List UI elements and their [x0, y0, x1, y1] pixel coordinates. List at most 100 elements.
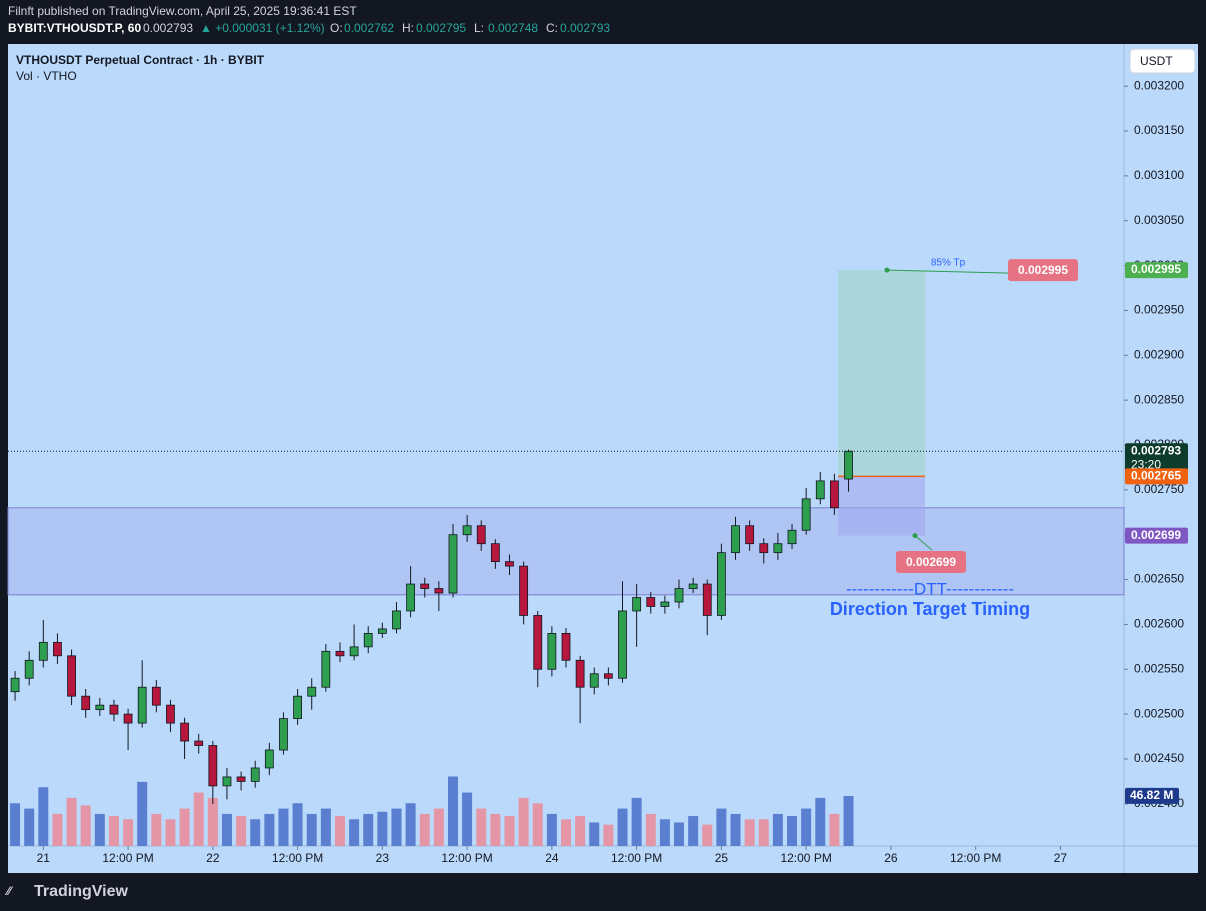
target-note: 85% Tp	[931, 258, 966, 269]
countdown: 23:20	[1131, 457, 1161, 471]
volume-bar	[815, 797, 826, 846]
y-tick-label: 0.002550	[1134, 661, 1184, 675]
ohlc-name: H:	[402, 21, 414, 35]
last-tag: 0.002793	[1131, 443, 1181, 457]
volume-bar	[108, 816, 119, 846]
change: ▲ +0.000031 (+1.12%)	[200, 21, 325, 35]
volume-bar	[462, 792, 473, 846]
entry-tag-box	[1125, 468, 1188, 485]
dtt-title: Direction Target Timing	[830, 599, 1030, 619]
volume-bar	[250, 819, 261, 846]
stop-tag-box	[1125, 527, 1188, 544]
candle-body	[406, 583, 416, 612]
x-tick-label: 12:00 PM	[780, 851, 831, 865]
y-tick-label: 0.003200	[1134, 78, 1184, 92]
candle-body	[363, 632, 373, 648]
last-price: 0.002793	[143, 21, 193, 35]
volume-bar	[80, 805, 91, 846]
candle-body	[801, 498, 811, 531]
target-tag-box	[1125, 262, 1188, 279]
stop-tag: 0.002699	[1131, 528, 1181, 542]
candle-body	[109, 704, 119, 715]
candle-body	[505, 561, 514, 567]
x-tick-label: 24	[545, 851, 559, 865]
position-stop	[838, 476, 925, 536]
target-label-box	[1008, 259, 1078, 282]
volume-bar	[787, 816, 798, 846]
stop-label-box	[896, 551, 966, 573]
volume-bar	[645, 813, 656, 846]
candle-body	[151, 686, 161, 706]
candle-body	[250, 767, 260, 782]
volume-bar	[433, 808, 444, 846]
volume-bar	[688, 816, 699, 846]
volume-bar	[264, 813, 275, 846]
candle-body	[844, 450, 853, 480]
ohlc-value: 0.002748	[488, 21, 538, 35]
last-tag-box	[1125, 443, 1188, 474]
stop-dot	[912, 533, 918, 539]
currency[interactable]: USDT	[1140, 54, 1173, 68]
volume-bar	[236, 816, 247, 846]
volume-bar	[659, 819, 670, 846]
candle-body	[123, 713, 133, 724]
candle-body	[660, 601, 670, 607]
y-tick-label: 0.003100	[1134, 168, 1184, 182]
candle-body	[519, 565, 529, 616]
candle-body	[321, 650, 331, 688]
volume-bar	[391, 808, 402, 846]
publisher: Filnft published on TradingView.com, Apr…	[8, 4, 357, 18]
candle-body	[392, 610, 401, 630]
legend-volume: Vol · VTHO	[16, 69, 77, 83]
candle-body	[279, 718, 288, 751]
target-connector	[886, 269, 1011, 274]
volume-bar	[829, 813, 840, 846]
target-dot	[884, 267, 890, 273]
candle-body	[815, 480, 825, 500]
ohlc-value: 0.002762	[344, 21, 394, 35]
y-tick-label: 0.002650	[1134, 572, 1184, 586]
volume-bar	[476, 808, 487, 846]
y-tick-label: 0.002900	[1134, 347, 1184, 361]
volume-bar	[758, 819, 769, 846]
dtt-line: ------------DTT------------	[846, 579, 1014, 598]
candle-body	[448, 534, 458, 594]
x-tick-label: 27	[1054, 851, 1068, 865]
candle-body	[589, 673, 599, 688]
y-tick-label: 0.002450	[1134, 751, 1184, 765]
volume-bar	[575, 816, 586, 846]
candle-body	[688, 583, 698, 589]
stop-connector	[914, 535, 933, 551]
symbol: BYBIT:VTHOUSDT.P, 60	[8, 21, 141, 35]
volume-bar	[52, 813, 63, 846]
volume-bar	[716, 808, 727, 846]
x-tick-label: 12:00 PM	[441, 851, 492, 865]
candle-body	[67, 655, 76, 697]
target-label: 0.002995	[1018, 263, 1068, 277]
ohlc-name: O:	[330, 21, 343, 35]
volume-bar	[603, 824, 614, 846]
candle-body	[264, 749, 274, 769]
volume-bar	[405, 803, 416, 846]
y-tick-label: 0.002750	[1134, 482, 1184, 496]
x-tick-label: 22	[206, 851, 220, 865]
volume-bar	[772, 813, 783, 846]
volume-bar	[490, 813, 501, 846]
volume-bar	[151, 813, 162, 846]
x-tick-label: 12:00 PM	[102, 851, 153, 865]
volume-bar	[518, 797, 529, 846]
candle-body	[575, 659, 585, 688]
currency-box[interactable]	[1129, 48, 1196, 74]
volume-bar	[306, 813, 317, 846]
candle-body	[349, 646, 359, 657]
candle-body	[53, 641, 62, 657]
volume-bar	[702, 824, 713, 846]
logo-mark: ⁄⁄	[4, 884, 14, 898]
y-tick-label: 0.002600	[1134, 617, 1184, 631]
candle-body	[420, 583, 430, 589]
ohlc-name: C:	[546, 21, 558, 35]
candle-body	[137, 686, 147, 724]
volume-tag: 46.82 M	[1130, 788, 1173, 802]
candle-body	[618, 610, 627, 679]
